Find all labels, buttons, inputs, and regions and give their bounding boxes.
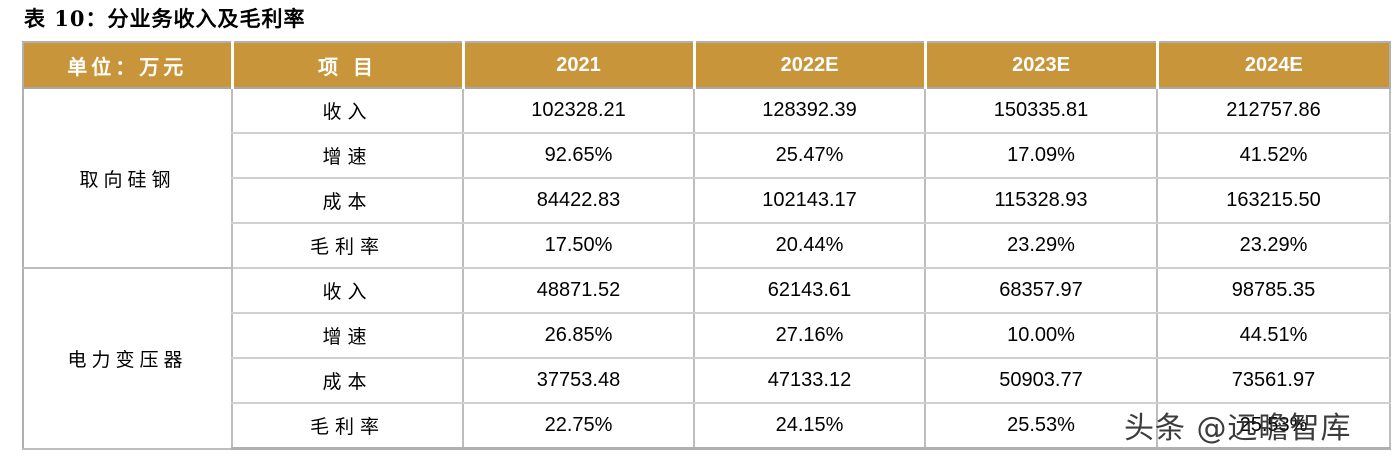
header-year-2022e: 2022E bbox=[692, 41, 925, 89]
row-item-label: 毛利率 bbox=[231, 403, 463, 450]
row-item-label: 成本 bbox=[231, 358, 463, 404]
value-cell: 10.00% bbox=[924, 313, 1157, 359]
value-cell: 62143.61 bbox=[693, 268, 925, 314]
value-cell: 25.53% bbox=[1156, 403, 1391, 450]
row-item-label: 收入 bbox=[231, 268, 463, 314]
value-cell: 25.53% bbox=[924, 403, 1157, 450]
value-cell: 102143.17 bbox=[693, 178, 925, 224]
value-cell: 163215.50 bbox=[1156, 178, 1391, 224]
table-row: 成本 37753.48 47133.12 50903.77 73561.97 bbox=[23, 358, 1391, 404]
segment-name: 电力变压器 bbox=[22, 268, 232, 450]
table-row: 毛利率 17.50% 20.44% 23.29% 23.29% bbox=[23, 223, 1391, 269]
value-cell: 73561.97 bbox=[1156, 358, 1391, 404]
row-item-label: 成本 bbox=[231, 178, 463, 224]
value-cell: 20.44% bbox=[693, 223, 925, 269]
table-row: 增速 26.85% 27.16% 10.00% 44.51% bbox=[23, 313, 1391, 359]
value-cell: 128392.39 bbox=[693, 88, 925, 134]
value-cell: 84422.83 bbox=[462, 178, 694, 224]
value-cell: 44.51% bbox=[1156, 313, 1391, 359]
value-cell: 92.65% bbox=[462, 133, 694, 179]
table-row: 电力变压器 收入 48871.52 62143.61 68357.97 98785.35 bbox=[22, 268, 1391, 450]
value-cell: 50903.77 bbox=[924, 358, 1157, 404]
row-item-label: 收入 bbox=[231, 88, 463, 134]
value-cell: 37753.48 bbox=[462, 358, 694, 404]
value-cell: 25.47% bbox=[693, 133, 925, 179]
row-item-label: 增速 bbox=[231, 133, 463, 179]
header-unit: 单位：万元 bbox=[22, 41, 232, 89]
watermark-text: 头条 @远瞻智库 bbox=[1124, 411, 1352, 446]
value-cell: 22.75% bbox=[462, 403, 694, 450]
value-cell: 27.16% bbox=[693, 313, 925, 359]
row-item-label: 毛利率 bbox=[231, 223, 463, 269]
segment-name: 取向硅钢 bbox=[22, 88, 232, 269]
value-cell: 115328.93 bbox=[924, 178, 1157, 224]
header-year-2023e: 2023E bbox=[923, 41, 1157, 89]
header-year-2024e: 2024E bbox=[1155, 41, 1391, 89]
header-row: 单位：万元 项 目 2021 2022E 2023E 2024E bbox=[22, 41, 1391, 89]
table-body: 取向硅钢 收入 102328.21 128392.39 150335.81 212757.… bbox=[22, 88, 1391, 450]
value-cell: 48871.52 bbox=[462, 268, 694, 314]
value-cell: 17.09% bbox=[924, 133, 1157, 179]
value-cell: 17.50% bbox=[462, 223, 694, 269]
value-cell: 26.85% bbox=[462, 313, 694, 359]
value-cell: 150335.81 bbox=[924, 88, 1157, 134]
header-year-2021: 2021 bbox=[461, 41, 694, 89]
value-cell: 23.29% bbox=[924, 223, 1157, 269]
value-cell: 23.29% bbox=[1156, 223, 1391, 269]
value-cell: 24.15% bbox=[693, 403, 925, 450]
header-item: 项 目 bbox=[230, 41, 463, 89]
revenue-margin-table: 单位：万元 项 目 2021 2022E 2023E 2024E 取向硅钢 收入 1… bbox=[22, 41, 1391, 450]
table-row: 毛利率 22.75% 24.15% 25.53% 25.53% bbox=[23, 403, 1391, 450]
value-cell: 68357.97 bbox=[924, 268, 1157, 314]
table-row: 增速 92.65% 25.47% 17.09% 41.52% bbox=[23, 133, 1391, 179]
value-cell: 47133.12 bbox=[693, 358, 925, 404]
table-row: 成本 84422.83 102143.17 115328.93 163215.50 bbox=[23, 178, 1391, 224]
value-cell: 98785.35 bbox=[1156, 268, 1391, 314]
row-item-label: 增速 bbox=[231, 313, 463, 359]
value-cell: 212757.86 bbox=[1156, 88, 1391, 134]
value-cell: 41.52% bbox=[1156, 133, 1391, 179]
value-cell: 102328.21 bbox=[462, 88, 694, 134]
table-title: 表 10：分业务收入及毛利率 bbox=[24, 6, 306, 31]
table-row: 取向硅钢 收入 102328.21 128392.39 150335.81 212757.… bbox=[22, 88, 1391, 269]
